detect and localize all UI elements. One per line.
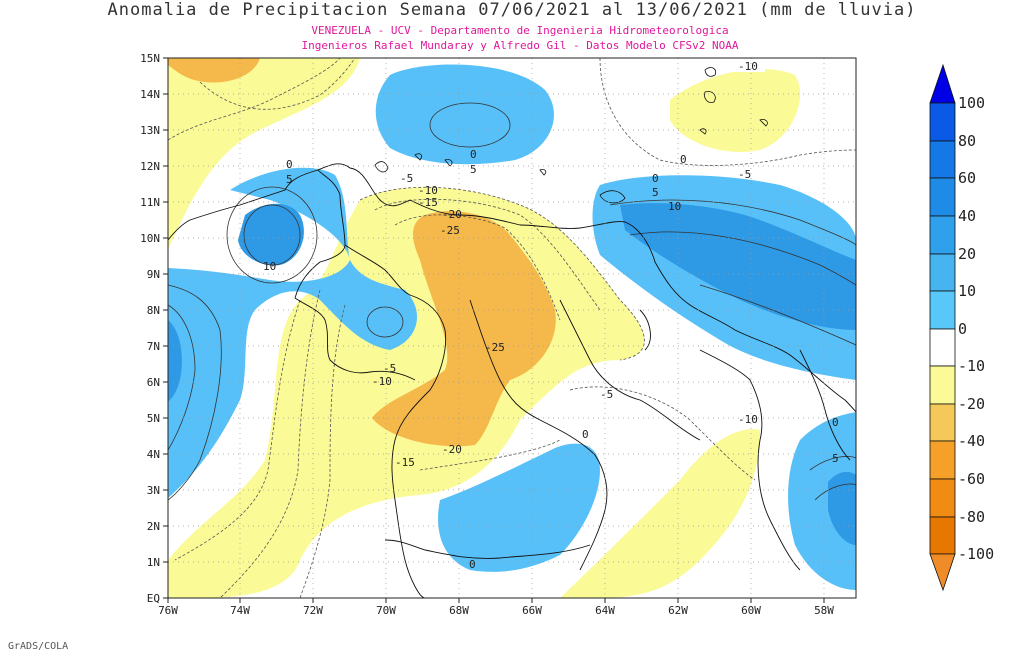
colorbar-label: -10: [958, 357, 985, 375]
negative-anomaly-strong-areas: [168, 58, 556, 447]
lat-label: 14N: [140, 88, 160, 101]
contour-label: -15: [418, 196, 438, 209]
lat-label: 10N: [140, 232, 160, 245]
contour-labels: -10 0 -5 0 5 0 5 -5 -10 -15 -20 -25 10 1…: [263, 60, 839, 571]
lat-label: 11N: [140, 196, 160, 209]
colorbar-segment: [929, 140, 956, 179]
colorbar-top-arrow: [929, 63, 956, 104]
colorbar: 100 80 60 40 20 10 0 -10 -20 -40 -60 -80…: [929, 63, 994, 592]
contour-label: -5: [600, 388, 613, 401]
map-subtitle-authors: Ingenieros Rafael Mundaray y Alfredo Gil…: [301, 39, 739, 52]
colorbar-label: -80: [958, 508, 985, 526]
colorbar-label: 10: [958, 282, 976, 300]
map-title: Anomalia de Precipitacion Semana 07/06/2…: [107, 0, 917, 20]
lon-label: 76W: [158, 604, 178, 617]
colorbar-segment: [929, 177, 956, 217]
lon-label: 66W: [522, 604, 542, 617]
positive-contours: [168, 102, 856, 501]
coastlines-borders: [168, 163, 856, 598]
lon-label: 58W: [814, 604, 834, 617]
colorbar-bottom-arrow: [929, 553, 956, 592]
lat-label: 6N: [147, 376, 160, 389]
colorbar-segment: [929, 403, 956, 442]
latitude-axis: 15N 14N 13N 12N 11N 10N 9N 8N 7N 6N 5N 4…: [140, 52, 168, 605]
lat-label: 7N: [147, 340, 160, 353]
contour-label: 5: [832, 452, 839, 465]
lat-label: 3N: [147, 484, 160, 497]
contour-label: -20: [442, 443, 462, 456]
contour-label: 10: [263, 260, 276, 273]
colorbar-segment: [929, 478, 956, 518]
contour-label: -25: [485, 341, 505, 354]
map-subtitle-institution: VENEZUELA - UCV - Departamento de Ingeni…: [311, 24, 729, 37]
contour-label: -20: [442, 208, 462, 221]
negative-contours: [168, 58, 856, 598]
contour-label: -15: [395, 456, 415, 469]
colorbar-segment: [929, 328, 956, 367]
colorbar-label: -40: [958, 432, 985, 450]
contour-label: -10: [372, 375, 392, 388]
colorbar-label: 100: [958, 94, 985, 112]
colorbar-segment: [929, 253, 956, 292]
lon-label: 64W: [595, 604, 615, 617]
colorbar-segment: [929, 365, 956, 405]
colorbar-label: 80: [958, 132, 976, 150]
contour-label: 10: [668, 200, 681, 213]
colorbar-segment: [929, 516, 956, 555]
lat-label: 13N: [140, 124, 160, 137]
lon-label: 74W: [230, 604, 250, 617]
lon-label: 60W: [741, 604, 761, 617]
colorbar-label: -100: [958, 545, 994, 563]
map-gridlines: [168, 58, 856, 598]
lat-label: 12N: [140, 160, 160, 173]
colorbar-segment: [929, 440, 956, 480]
colorbar-label: 40: [958, 207, 976, 225]
colorbar-label: 60: [958, 169, 976, 187]
caribbean-islands: [374, 67, 768, 204]
colorbar-label: -60: [958, 470, 985, 488]
contour-label: -25: [440, 224, 460, 237]
colorbar-label: 0: [958, 320, 967, 338]
lat-label: 5N: [147, 412, 160, 425]
lat-label: EQ: [147, 592, 160, 605]
lon-label: 70W: [376, 604, 396, 617]
contour-label: -5: [383, 362, 396, 375]
colorbar-segment: [929, 215, 956, 255]
contour-label: -5: [400, 172, 413, 185]
colorbar-label: -20: [958, 395, 985, 413]
contour-label: -10: [738, 60, 758, 73]
lat-label: 1N: [147, 556, 160, 569]
contour-label: 5: [286, 173, 293, 186]
colorbar-segment: [929, 290, 956, 330]
contour-label: 0: [286, 158, 293, 171]
colorbar-label: 20: [958, 245, 976, 263]
lat-label: 2N: [147, 520, 160, 533]
contour-label: 0: [470, 148, 477, 161]
lat-label: 4N: [147, 448, 160, 461]
grads-credit: GrADS/COLA: [8, 641, 69, 652]
contour-label: 0: [652, 172, 659, 185]
anomaly-map-field: -10 0 -5 0 5 0 5 -5 -10 -15 -20 -25 10 1…: [168, 58, 856, 598]
contour-label: 5: [652, 186, 659, 199]
lat-label: 8N: [147, 304, 160, 317]
longitude-axis: 76W 74W 72W 70W 68W 66W 64W 62W 60W 58W: [158, 598, 834, 617]
lat-label: 15N: [140, 52, 160, 65]
contour-label: -10: [418, 184, 438, 197]
contour-label: 0: [680, 153, 687, 166]
contour-label: -10: [738, 413, 758, 426]
lat-label: 9N: [147, 268, 160, 281]
lon-label: 72W: [303, 604, 323, 617]
colorbar-segment: [929, 102, 956, 142]
contour-label: 5: [470, 163, 477, 176]
lon-label: 68W: [449, 604, 469, 617]
contour-label: -5: [738, 168, 751, 181]
lon-label: 62W: [668, 604, 688, 617]
contour-label: 0: [832, 416, 839, 429]
contour-label: 0: [469, 558, 476, 571]
map-frame: [167, 57, 857, 599]
contour-label: 0: [582, 428, 589, 441]
